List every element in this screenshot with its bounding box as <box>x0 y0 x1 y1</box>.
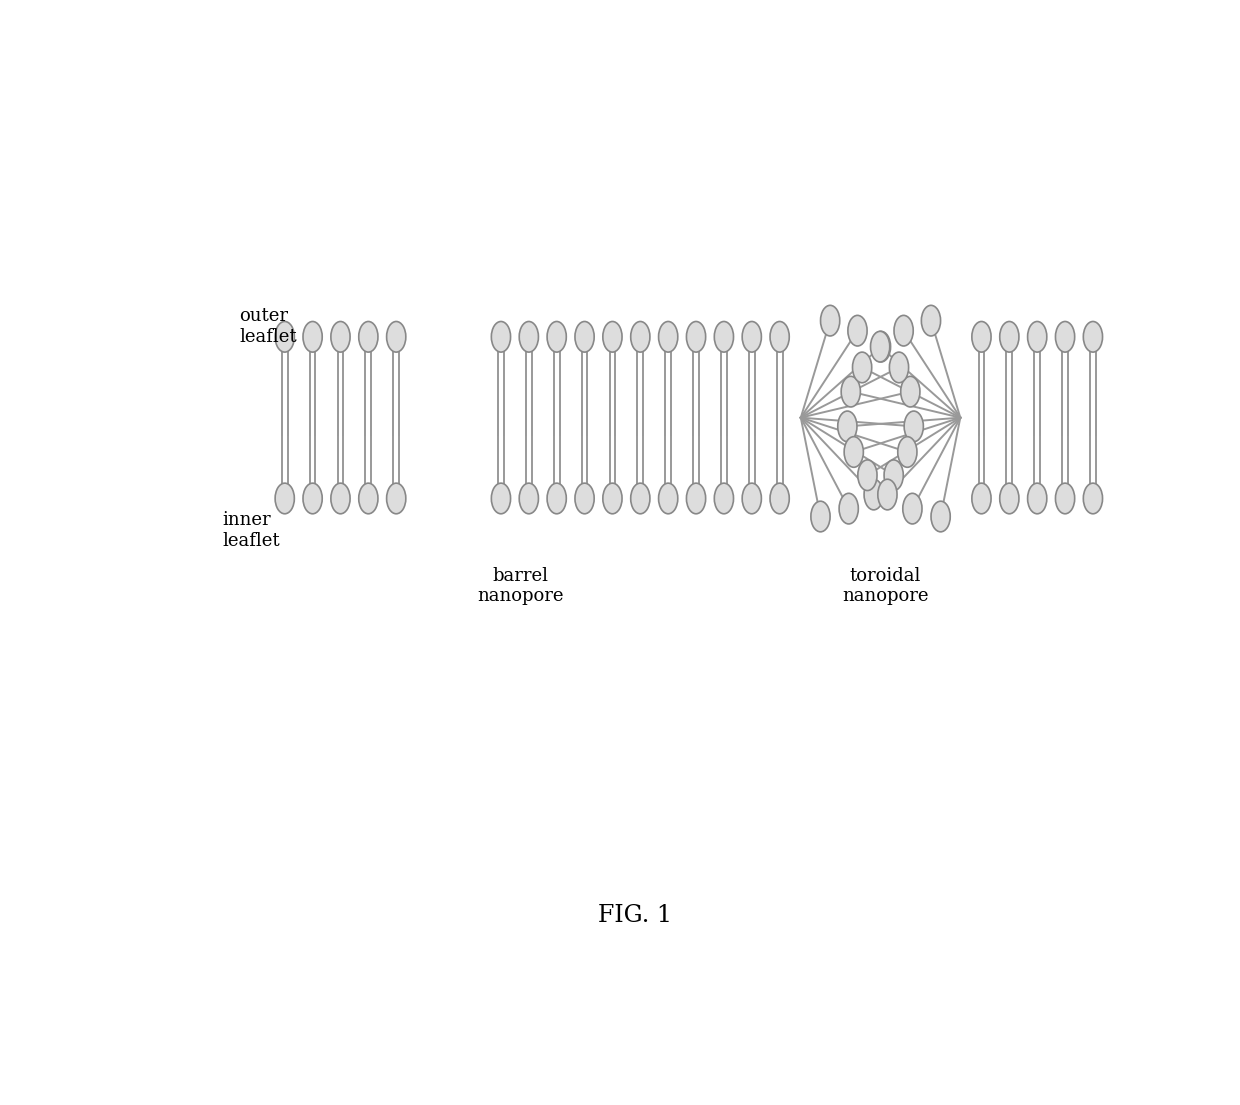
Ellipse shape <box>687 322 706 352</box>
Ellipse shape <box>714 483 734 514</box>
Ellipse shape <box>547 483 567 514</box>
Ellipse shape <box>972 483 991 514</box>
Ellipse shape <box>999 483 1019 514</box>
Ellipse shape <box>275 322 294 352</box>
Ellipse shape <box>931 502 950 532</box>
Ellipse shape <box>575 322 594 352</box>
Ellipse shape <box>520 483 538 514</box>
Ellipse shape <box>844 436 863 467</box>
Ellipse shape <box>839 493 858 524</box>
Ellipse shape <box>743 483 761 514</box>
Ellipse shape <box>1028 322 1047 352</box>
Ellipse shape <box>1084 483 1102 514</box>
Ellipse shape <box>770 483 789 514</box>
Ellipse shape <box>491 322 511 352</box>
Ellipse shape <box>603 483 622 514</box>
Ellipse shape <box>387 322 405 352</box>
Ellipse shape <box>838 411 857 442</box>
Ellipse shape <box>358 322 378 352</box>
Ellipse shape <box>303 322 322 352</box>
Ellipse shape <box>331 483 350 514</box>
Ellipse shape <box>878 480 897 509</box>
Ellipse shape <box>841 377 861 407</box>
Ellipse shape <box>520 322 538 352</box>
Ellipse shape <box>884 460 903 491</box>
Ellipse shape <box>1028 483 1047 514</box>
Ellipse shape <box>811 502 830 532</box>
Ellipse shape <box>900 377 920 407</box>
Ellipse shape <box>743 322 761 352</box>
Ellipse shape <box>1084 322 1102 352</box>
Ellipse shape <box>770 322 789 352</box>
Ellipse shape <box>1055 483 1075 514</box>
Ellipse shape <box>275 483 294 514</box>
Ellipse shape <box>864 480 883 509</box>
Ellipse shape <box>894 315 913 346</box>
Ellipse shape <box>658 322 678 352</box>
Ellipse shape <box>853 352 872 382</box>
Ellipse shape <box>921 305 941 336</box>
Text: toroidal
nanopore: toroidal nanopore <box>842 567 929 606</box>
Ellipse shape <box>903 493 923 524</box>
Ellipse shape <box>1055 322 1075 352</box>
Ellipse shape <box>547 322 567 352</box>
Ellipse shape <box>658 483 678 514</box>
Ellipse shape <box>972 322 991 352</box>
Ellipse shape <box>821 305 839 336</box>
Ellipse shape <box>358 483 378 514</box>
Text: barrel
nanopore: barrel nanopore <box>477 567 563 606</box>
Text: FIG. 1: FIG. 1 <box>599 904 672 927</box>
Ellipse shape <box>872 332 890 362</box>
Ellipse shape <box>491 483 511 514</box>
Text: inner
leaflet: inner leaflet <box>222 512 280 550</box>
Ellipse shape <box>575 483 594 514</box>
Ellipse shape <box>889 352 909 382</box>
Ellipse shape <box>331 322 350 352</box>
Ellipse shape <box>687 483 706 514</box>
Ellipse shape <box>898 436 916 467</box>
Text: outer
leaflet: outer leaflet <box>239 307 298 346</box>
Ellipse shape <box>631 483 650 514</box>
Ellipse shape <box>714 322 734 352</box>
Ellipse shape <box>870 332 890 362</box>
Ellipse shape <box>631 322 650 352</box>
Ellipse shape <box>603 322 622 352</box>
Ellipse shape <box>999 322 1019 352</box>
Ellipse shape <box>387 483 405 514</box>
Ellipse shape <box>848 315 867 346</box>
Ellipse shape <box>303 483 322 514</box>
Ellipse shape <box>904 411 924 442</box>
Ellipse shape <box>858 460 877 491</box>
